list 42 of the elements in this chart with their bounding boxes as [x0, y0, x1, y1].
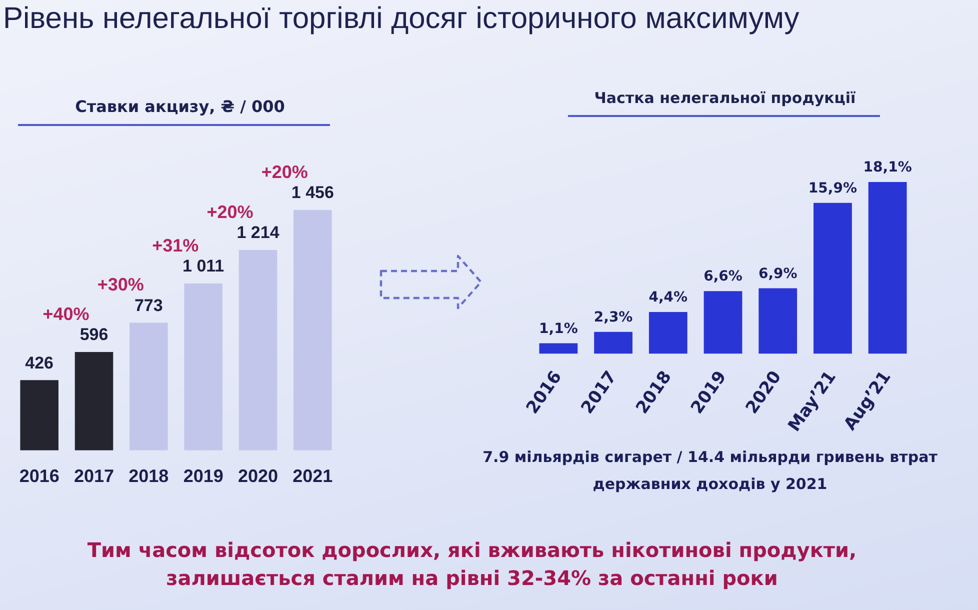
bar	[704, 291, 742, 354]
bar	[238, 250, 278, 450]
chart-subtitle: Ставки акцизу, ₴ / 000	[75, 97, 285, 116]
annotation: +20%	[261, 162, 308, 182]
bar	[184, 283, 222, 450]
x-tick-label: 2017	[74, 466, 114, 486]
annotation: +31%	[152, 235, 199, 256]
data-label: 1 456	[291, 183, 334, 202]
bar	[648, 312, 688, 354]
data-label: 2,3%	[594, 310, 633, 326]
bar	[294, 210, 332, 450]
annotation: +40%	[42, 304, 90, 324]
annotation: +30%	[97, 274, 144, 295]
chart-title: Частка нелегальної продукції	[594, 89, 856, 108]
x-tick-label: 2020	[238, 466, 278, 486]
data-label: 4,4%	[648, 290, 688, 306]
text: Рівень нелегальної торгівлі досяг історичного максимуму	[3, 2, 800, 36]
data-label: 6,6%	[704, 268, 742, 285]
bar	[74, 352, 114, 450]
data-label: 15,9%	[808, 180, 858, 197]
x-tick-label: 2016	[19, 466, 60, 486]
x-tick-label: 2019	[183, 466, 224, 486]
bar	[539, 343, 578, 354]
bar	[20, 380, 58, 450]
x-tick-label: 2018	[128, 466, 169, 486]
annotation: +20%	[206, 202, 254, 222]
bar	[758, 288, 798, 354]
text: 7.9 мільярдів сигарет / 14.4 мільярди гривень втрат державних доходів у 2021	[482, 447, 938, 495]
data-label: 1 214	[236, 223, 280, 242]
data-label: 596	[80, 325, 108, 344]
text: Тим часом відсоток дорослих, які вживають нікотинові продукти, залишається сталим на рівні 32-34% за останні роки	[86, 537, 858, 592]
bar	[868, 182, 907, 354]
bar	[814, 202, 852, 354]
data-label: 773	[134, 296, 163, 315]
data-label: 1 011	[182, 256, 224, 276]
x-tick-label: 2021	[292, 466, 333, 486]
data-label: 18,1%	[863, 160, 912, 176]
data-label: 1,1%	[539, 320, 578, 337]
data-label: 6,9%	[758, 266, 798, 282]
bar	[130, 322, 168, 450]
data-label: 426	[25, 353, 54, 372]
bar	[594, 332, 632, 354]
